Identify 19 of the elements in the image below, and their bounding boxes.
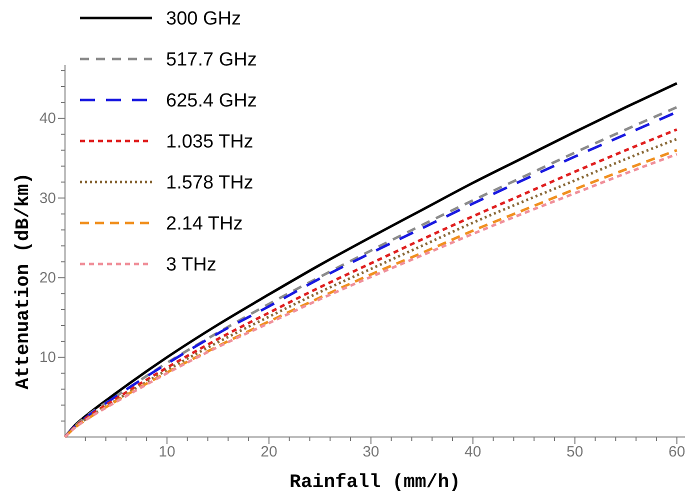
x-axis-title: Rainfall (mm/h) xyxy=(289,471,461,493)
legend-label: 1.578 THz xyxy=(166,172,254,194)
x-tick-label: 20 xyxy=(260,444,278,461)
y-tick-label: 30 xyxy=(39,190,56,207)
y-tick-label: 10 xyxy=(39,349,56,366)
x-tick-label: 50 xyxy=(566,444,584,461)
legend-label: 3 THz xyxy=(166,254,216,276)
x-tick-label: 30 xyxy=(362,444,380,461)
x-tick-label: 10 xyxy=(158,444,176,461)
legend-label: 2.14 THz xyxy=(166,214,243,235)
legend-label: 1.035 THz xyxy=(166,132,254,153)
legend-label: 625.4 GHz xyxy=(166,90,257,112)
legend-label: 300 GHz xyxy=(166,8,241,30)
x-tick-label: 60 xyxy=(668,444,686,461)
x-tick-label: 40 xyxy=(464,444,482,461)
y-axis-title: Attenuation (dB/km) xyxy=(12,172,34,390)
y-tick-label: 20 xyxy=(39,269,56,286)
y-tick-label: 40 xyxy=(39,110,56,128)
legend-label: 517.7 GHz xyxy=(166,50,257,71)
